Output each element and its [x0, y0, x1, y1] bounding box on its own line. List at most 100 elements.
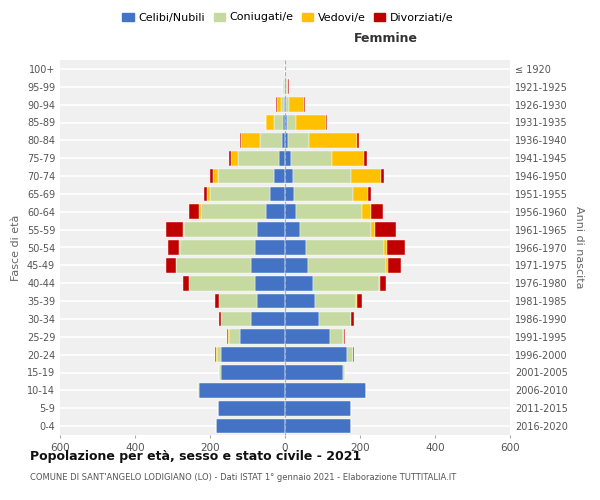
Bar — [215, 348, 216, 362]
Bar — [371, 204, 383, 219]
Bar — [332, 151, 364, 166]
Bar — [277, 98, 281, 112]
Bar — [190, 276, 255, 290]
Bar — [285, 133, 288, 148]
Bar — [308, 133, 358, 148]
Bar — [215, 294, 218, 308]
Bar — [190, 204, 199, 219]
Bar — [388, 240, 406, 255]
Bar — [204, 186, 207, 201]
Text: COMUNE DI SANT'ANGELO LODIGIANO (LO) - Dati ISTAT 1° gennaio 2021 - Elaborazione: COMUNE DI SANT'ANGELO LODIGIANO (LO) - D… — [30, 472, 456, 482]
Bar — [362, 204, 371, 219]
Bar — [315, 294, 356, 308]
Bar — [286, 80, 287, 94]
Bar — [215, 419, 285, 434]
Bar — [274, 168, 285, 184]
Bar — [285, 240, 305, 255]
Bar — [356, 294, 358, 308]
Bar — [220, 365, 221, 380]
Bar — [285, 258, 308, 272]
Bar — [290, 151, 332, 166]
Bar — [380, 168, 383, 184]
Bar — [388, 258, 401, 272]
Bar — [358, 133, 359, 148]
Bar — [289, 98, 304, 112]
Bar — [347, 348, 353, 362]
Bar — [300, 222, 371, 237]
Bar — [285, 168, 293, 184]
Bar — [304, 98, 305, 112]
Bar — [179, 240, 180, 255]
Bar — [220, 294, 257, 308]
Bar — [281, 98, 284, 112]
Bar — [285, 222, 300, 237]
Bar — [365, 383, 367, 398]
Bar — [207, 186, 210, 201]
Bar — [240, 330, 285, 344]
Bar — [274, 115, 283, 130]
Bar — [288, 133, 308, 148]
Bar — [285, 276, 313, 290]
Bar — [380, 276, 386, 290]
Text: Popolazione per età, sesso e stato civile - 2021: Popolazione per età, sesso e stato civil… — [30, 450, 361, 463]
Legend: Celibi/Nubili, Coniugati/e, Vedovi/e, Divorziati/e: Celibi/Nubili, Coniugati/e, Vedovi/e, Di… — [118, 8, 458, 27]
Bar — [166, 222, 182, 237]
Bar — [216, 348, 217, 362]
Bar — [180, 240, 255, 255]
Bar — [285, 294, 315, 308]
Bar — [285, 348, 347, 362]
Bar — [229, 330, 240, 344]
Bar — [251, 258, 285, 272]
Bar — [213, 168, 218, 184]
Bar — [183, 276, 188, 290]
Bar — [285, 312, 319, 326]
Bar — [350, 168, 380, 184]
Bar — [218, 168, 274, 184]
Bar — [285, 204, 296, 219]
Bar — [280, 151, 285, 166]
Bar — [285, 401, 350, 415]
Bar — [276, 98, 277, 112]
Bar — [199, 383, 285, 398]
Bar — [266, 115, 274, 130]
Bar — [319, 312, 350, 326]
Bar — [210, 168, 213, 184]
Bar — [176, 258, 251, 272]
Bar — [375, 222, 395, 237]
Bar — [221, 312, 251, 326]
Bar — [295, 186, 353, 201]
Bar — [200, 204, 266, 219]
Bar — [270, 186, 285, 201]
Bar — [218, 294, 220, 308]
Bar — [285, 330, 330, 344]
Bar — [285, 365, 343, 380]
Bar — [286, 98, 289, 112]
Bar — [285, 151, 290, 166]
Bar — [296, 204, 362, 219]
Bar — [228, 330, 229, 344]
Bar — [343, 365, 345, 380]
Bar — [371, 222, 375, 237]
Bar — [257, 294, 285, 308]
Bar — [296, 115, 326, 130]
Bar — [265, 115, 266, 130]
Bar — [199, 204, 200, 219]
Bar — [330, 330, 343, 344]
Bar — [293, 168, 350, 184]
Bar — [287, 115, 296, 130]
Bar — [379, 276, 380, 290]
Bar — [166, 258, 176, 272]
Bar — [238, 151, 280, 166]
Bar — [284, 98, 285, 112]
Bar — [184, 222, 257, 237]
Bar — [285, 186, 295, 201]
Bar — [364, 151, 367, 166]
Bar — [167, 240, 179, 255]
Bar — [239, 133, 241, 148]
Bar — [352, 312, 355, 326]
Bar — [358, 294, 362, 308]
Y-axis label: Fasce di età: Fasce di età — [11, 214, 21, 280]
Bar — [251, 312, 285, 326]
Bar — [182, 222, 184, 237]
Bar — [350, 312, 352, 326]
